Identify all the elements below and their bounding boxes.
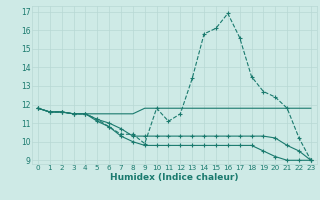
X-axis label: Humidex (Indice chaleur): Humidex (Indice chaleur) (110, 173, 239, 182)
